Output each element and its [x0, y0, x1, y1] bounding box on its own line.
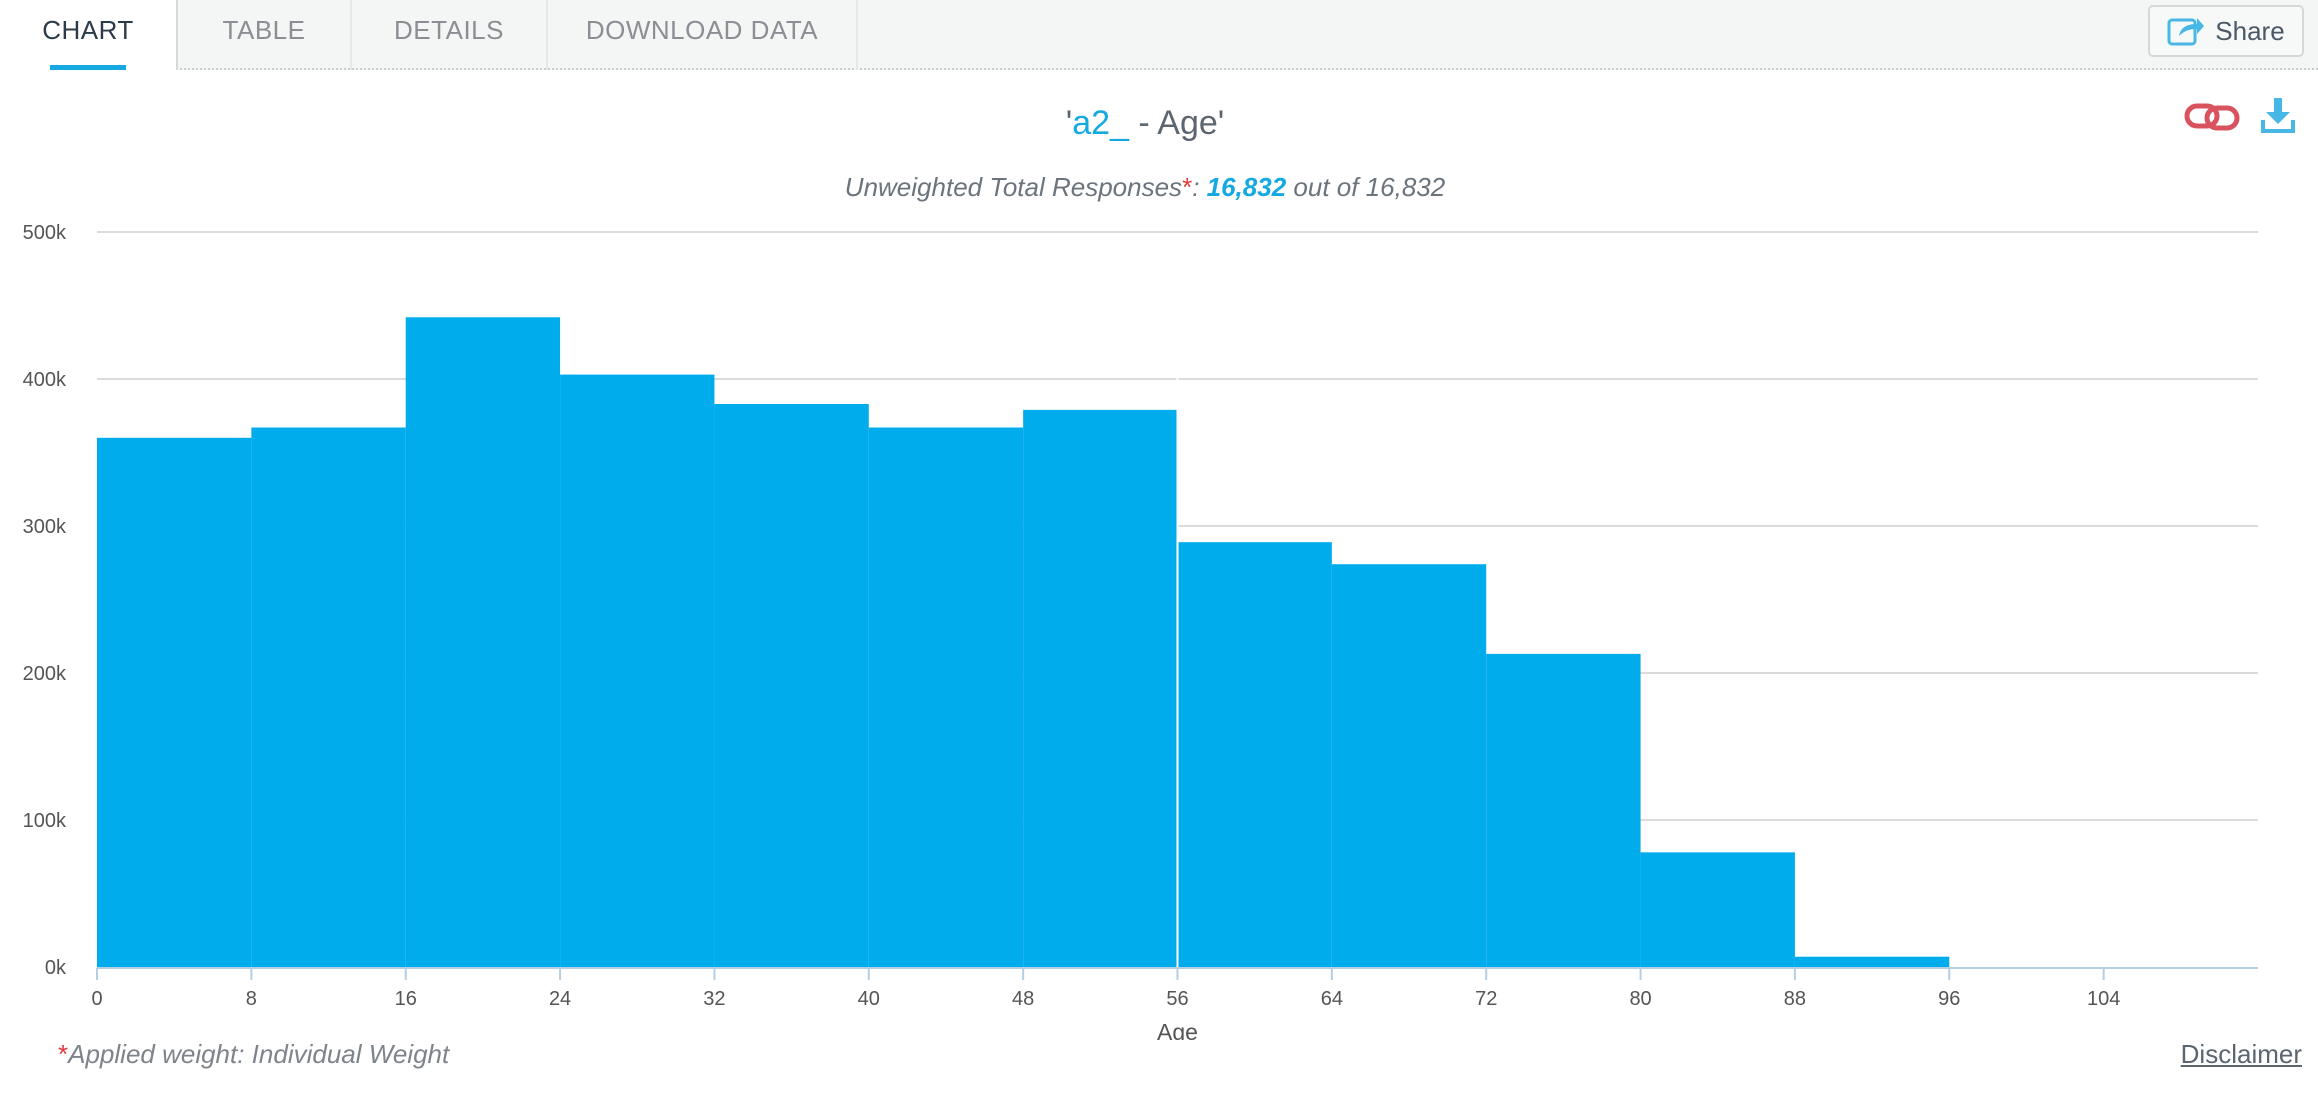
y-tick-label: 500k [23, 222, 67, 244]
histogram-bar[interactable] [714, 403, 869, 967]
x-tick-label: 56 [1166, 988, 1188, 1010]
histogram-bar[interactable] [1640, 852, 1795, 967]
tab-table[interactable]: TABLE [178, 0, 352, 70]
share-label: Share [2215, 15, 2285, 46]
footnote-star: * [58, 1039, 69, 1069]
x-tick-label: 88 [1784, 988, 1806, 1010]
chart-subtitle: Unweighted Total Responses*: 16,832 out … [0, 172, 2290, 203]
histogram-bar[interactable] [251, 427, 406, 967]
subtitle-rest: out of 16,832 [1286, 172, 1446, 202]
tab-download-data[interactable]: DOWNLOAD DATA [548, 0, 858, 70]
x-tick-label: 8 [246, 988, 257, 1010]
histogram-bar[interactable] [560, 374, 715, 968]
subtitle-count: 16,832 [1206, 172, 1287, 202]
y-tick-label: 300k [23, 516, 67, 538]
weight-footnote: *Applied weight: Individual Weight [58, 1039, 449, 1070]
subtitle-colon: : [1192, 172, 1207, 202]
x-tick-label: 96 [1938, 988, 1960, 1010]
x-tick-label: 24 [549, 988, 571, 1010]
bar-series [97, 233, 1950, 968]
download-button[interactable] [2260, 96, 2296, 139]
x-tick-label: 0 [91, 988, 102, 1010]
link-icon [2184, 103, 2240, 131]
x-tick-label: 40 [858, 988, 880, 1010]
footnote-text: Applied weight: Individual Weight [68, 1039, 450, 1069]
histogram-bar[interactable] [1177, 542, 1332, 967]
histogram-bar[interactable] [1023, 409, 1178, 967]
x-tick-label: 104 [2087, 988, 2120, 1010]
histogram-bar[interactable] [868, 427, 1024, 967]
download-icon [2261, 98, 2295, 133]
share-icon [2167, 18, 2205, 46]
histogram-bar[interactable] [1794, 956, 1950, 967]
x-axis-title: Age [1157, 1019, 1198, 1040]
histogram-bar[interactable] [1486, 653, 1641, 967]
disclaimer-link[interactable]: Disclaimer [2180, 1039, 2302, 1069]
histogram-bar[interactable] [1331, 564, 1487, 967]
y-axis: 0k 100k 200k 300k 400k 500k [23, 222, 67, 979]
x-tick-label: 72 [1475, 988, 1497, 1010]
y-tick-label: 0k [45, 957, 67, 979]
title-variable: a2_ [1072, 104, 1129, 142]
x-tick-label: 80 [1629, 988, 1651, 1010]
x-tick-label: 16 [395, 988, 417, 1010]
subtitle-prefix: Unweighted Total Responses [844, 172, 1183, 202]
y-tick-label: 400k [23, 369, 67, 391]
histogram-bar[interactable] [97, 437, 252, 967]
title-prefix: ' [1065, 104, 1073, 142]
subtitle-star: * [1182, 172, 1193, 202]
share-button[interactable]: Share [2148, 5, 2304, 57]
histogram-bar[interactable] [405, 317, 561, 967]
tab-bar: CHART TABLE DETAILS DOWNLOAD DATA Share [0, 0, 2318, 70]
link-button[interactable] [2184, 100, 2240, 139]
tab-chart[interactable]: CHART [0, 0, 178, 70]
x-tick-label: 48 [1012, 988, 1034, 1010]
x-tick-label: 64 [1321, 988, 1343, 1010]
y-tick-label: 200k [23, 663, 67, 685]
x-axis: 0 8 16 24 32 40 48 56 64 72 80 88 96 104 [91, 967, 2258, 1010]
y-tick-label: 100k [23, 810, 67, 832]
tab-details[interactable]: DETAILS [352, 0, 548, 70]
title-suffix: - Age' [1128, 104, 1225, 142]
histogram-chart: 0 8 16 24 32 40 48 56 64 72 80 88 96 104 0k 100k 200k 30… [23, 222, 2258, 1040]
chart-title: 'a2_ - Age' [0, 104, 2290, 143]
x-tick-label: 32 [703, 988, 725, 1010]
